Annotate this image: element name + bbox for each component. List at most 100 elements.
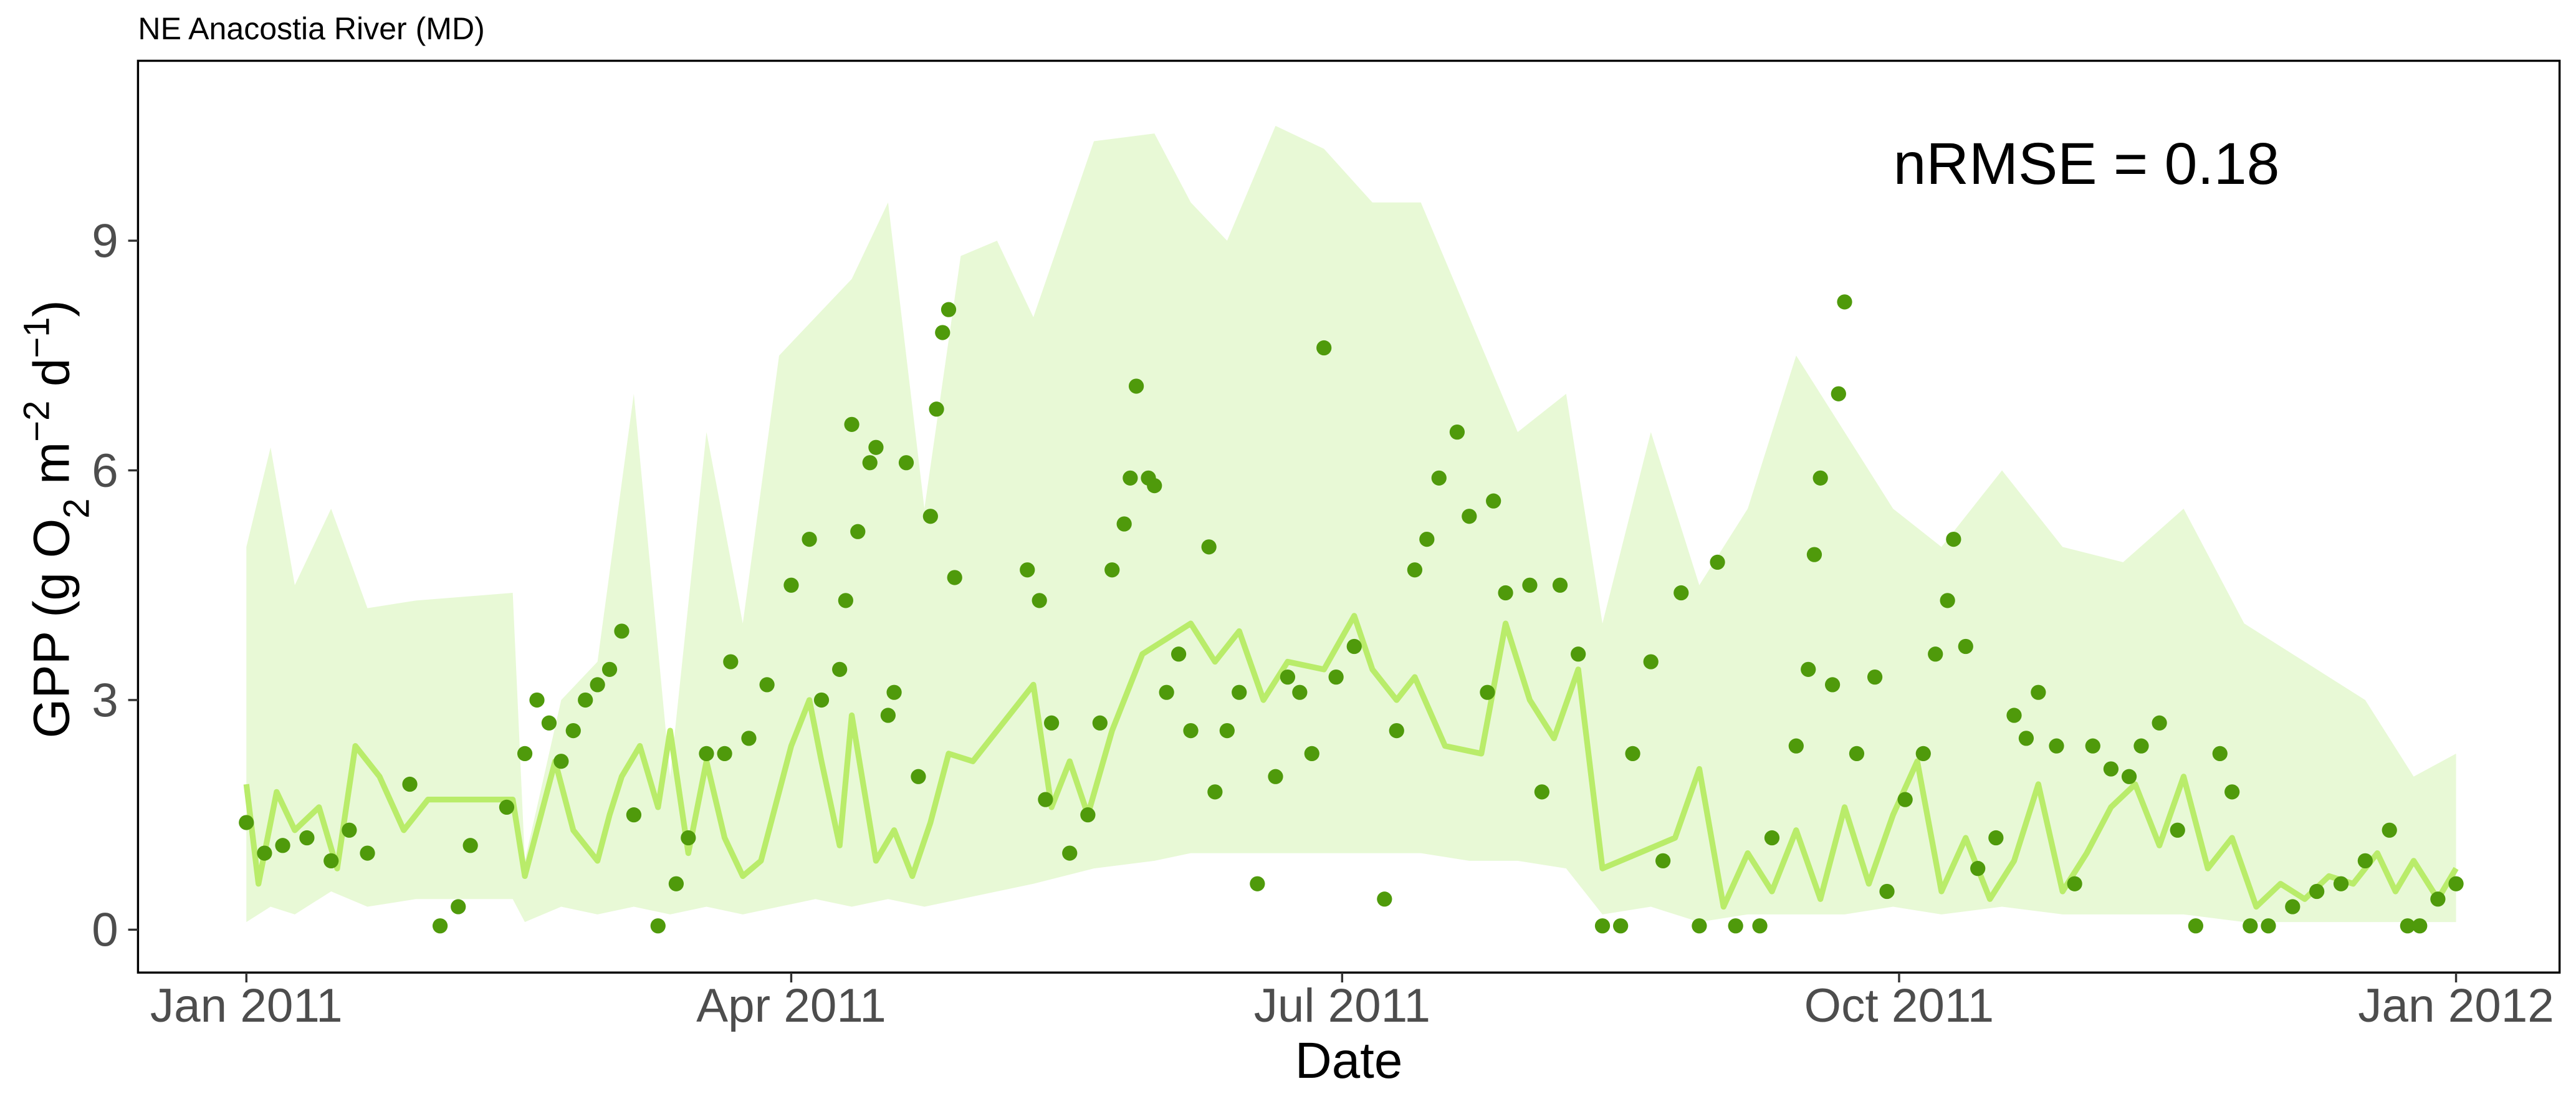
observed-point bbox=[1159, 684, 1174, 700]
observed-point bbox=[2412, 918, 2428, 934]
observed-point bbox=[783, 577, 799, 593]
y-axis-title-part: GPP (g O bbox=[24, 519, 80, 739]
observed-point bbox=[342, 822, 357, 838]
x-tick-label: Apr 2011 bbox=[696, 979, 886, 1032]
observed-point bbox=[1812, 470, 1828, 486]
observed-point bbox=[1219, 722, 1235, 739]
observed-point bbox=[929, 401, 944, 417]
observed-point bbox=[2152, 715, 2167, 731]
observed-point bbox=[360, 845, 375, 861]
observed-point bbox=[2018, 731, 2034, 746]
observed-point bbox=[1692, 918, 1707, 934]
observed-point bbox=[1116, 516, 1132, 532]
observed-point bbox=[2085, 738, 2100, 754]
x-tick-label: Jul 2011 bbox=[1254, 979, 1430, 1032]
observed-point bbox=[1552, 577, 1568, 593]
observed-point bbox=[699, 746, 714, 762]
observed-point bbox=[1655, 853, 1671, 868]
observed-point bbox=[553, 754, 569, 769]
observed-point bbox=[1328, 670, 1344, 685]
model-line bbox=[243, 613, 2459, 910]
annotation: nRMSE = 0.18 bbox=[1894, 131, 2280, 197]
observed-point bbox=[1673, 585, 1689, 601]
y-tick-label: 3 bbox=[92, 674, 118, 727]
observed-point bbox=[1462, 509, 1477, 524]
observed-point bbox=[741, 731, 757, 746]
observed-point bbox=[499, 799, 515, 815]
observed-point bbox=[2170, 822, 2185, 838]
observed-point bbox=[2333, 876, 2349, 891]
y-axis-title: GPP (g O2 m−2 d−1) bbox=[17, 300, 97, 738]
observed-point bbox=[1207, 784, 1223, 800]
observed-point bbox=[1710, 554, 1725, 570]
observed-point bbox=[1522, 577, 1538, 593]
plot-area bbox=[239, 125, 2464, 934]
observed-point bbox=[517, 746, 533, 762]
observed-point bbox=[1123, 470, 1138, 486]
y-axis-title-part: 2 bbox=[57, 499, 97, 519]
observed-point bbox=[1292, 684, 1308, 700]
observed-point bbox=[1764, 830, 1780, 846]
observed-point bbox=[2309, 883, 2325, 900]
observed-point bbox=[717, 746, 732, 762]
observed-point bbox=[650, 918, 666, 934]
observed-point bbox=[1788, 738, 1804, 754]
observed-point bbox=[257, 845, 272, 861]
observed-point bbox=[1879, 883, 1895, 900]
observed-point bbox=[1419, 531, 1435, 547]
observed-point bbox=[2285, 899, 2301, 914]
x-tick-label: Jan 2012 bbox=[2358, 979, 2554, 1032]
observed-point bbox=[565, 722, 581, 739]
x-tick-label: Jan 2011 bbox=[150, 979, 343, 1032]
observed-point bbox=[759, 677, 775, 693]
observed-point bbox=[626, 807, 642, 823]
x-axis-title: Date bbox=[1295, 1032, 1403, 1089]
observed-point bbox=[2188, 918, 2204, 934]
observed-point bbox=[2133, 738, 2149, 754]
observed-point bbox=[935, 325, 950, 340]
observed-point bbox=[402, 776, 418, 792]
observed-point bbox=[1280, 670, 1296, 685]
observed-point bbox=[2430, 891, 2446, 907]
observed-point bbox=[541, 715, 557, 731]
observed-point bbox=[1268, 769, 1283, 784]
observed-point bbox=[1831, 386, 1846, 401]
observed-point bbox=[1183, 722, 1199, 739]
observed-point bbox=[275, 838, 290, 853]
x-tick-label: Oct 2011 bbox=[1804, 979, 1994, 1032]
observed-point bbox=[1837, 294, 1852, 310]
y-tick-label: 6 bbox=[92, 444, 118, 497]
observed-point bbox=[1849, 746, 1865, 762]
observed-point bbox=[1958, 638, 1973, 655]
observed-point bbox=[1304, 746, 1319, 762]
observed-point bbox=[1988, 830, 2004, 846]
y-axis-title-part: m bbox=[24, 442, 80, 499]
observed-point bbox=[898, 455, 914, 471]
y-axis-title-part: ) bbox=[24, 300, 80, 317]
observed-point bbox=[1171, 646, 1187, 662]
observed-point bbox=[323, 853, 339, 868]
observed-point bbox=[886, 684, 902, 700]
observed-point bbox=[1201, 539, 1217, 555]
observed-point bbox=[850, 524, 866, 539]
observed-point bbox=[529, 692, 545, 708]
observed-point bbox=[1128, 378, 1144, 394]
observed-point bbox=[1940, 593, 1955, 608]
observed-point bbox=[1449, 425, 1465, 440]
observed-point bbox=[1038, 792, 1053, 807]
observed-point bbox=[2049, 738, 2064, 754]
observed-point bbox=[2224, 784, 2240, 800]
observed-point bbox=[1092, 715, 1108, 731]
observed-point bbox=[1498, 585, 1513, 601]
observed-point bbox=[1389, 722, 1404, 739]
observed-point bbox=[2067, 876, 2082, 891]
observed-point bbox=[462, 838, 478, 853]
observed-point bbox=[1147, 478, 1162, 494]
observed-point bbox=[1806, 547, 1822, 562]
observed-point bbox=[1571, 646, 1586, 662]
observed-point bbox=[614, 623, 630, 639]
observed-point bbox=[451, 899, 466, 914]
observed-point bbox=[911, 769, 926, 784]
observed-point bbox=[1431, 470, 1447, 486]
